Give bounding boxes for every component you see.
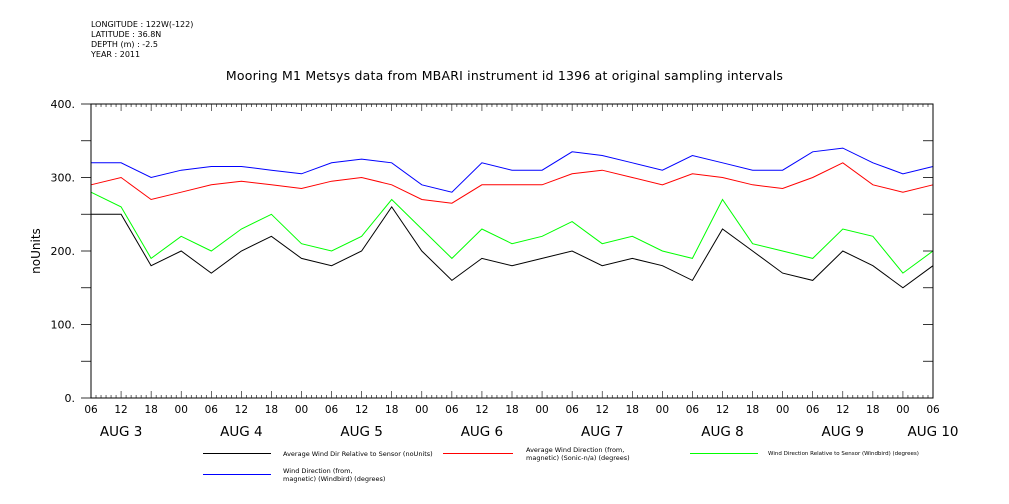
x-tick-label: 06 — [205, 404, 219, 416]
x-date-label: AUG 9 — [822, 424, 864, 440]
y-tick-label: 400. — [51, 98, 76, 111]
x-tick-label: 18 — [866, 404, 879, 416]
series-line-0 — [91, 206, 934, 289]
legend-swatch-black — [203, 453, 271, 454]
x-tick-label: 06 — [445, 404, 459, 416]
x-tick-label: 12 — [114, 404, 127, 416]
y-tick-label: 0. — [65, 392, 76, 405]
x-date-label: AUG 6 — [461, 424, 503, 440]
year-text: YEAR : 2011 — [91, 50, 141, 59]
legend-label-black: Average Wind Dir Relative to Sensor (noU… — [283, 450, 433, 458]
x-date-label: AUG 10 — [907, 424, 958, 440]
x-tick-label: 12 — [475, 404, 488, 416]
metadata-block: LONGITUDE : 122W(-122) LATITUDE : 36.8N … — [91, 20, 193, 60]
x-tick-label: 18 — [385, 404, 398, 416]
depth-text: DEPTH (m) : -2.5 — [91, 40, 158, 49]
x-tick-label: 00 — [656, 404, 669, 416]
legend-swatch-green — [690, 453, 758, 454]
x-tick-label: 18 — [144, 404, 157, 416]
x-date-label: AUG 7 — [581, 424, 623, 440]
series-line-2 — [90, 191, 934, 274]
x-tick-label: 00 — [896, 404, 909, 416]
x-tick-label: 06 — [325, 404, 339, 416]
x-tick-label: 00 — [295, 404, 308, 416]
legend-label-blue-1: Wind Direction (from, — [283, 467, 353, 475]
x-date-label: AUG 4 — [220, 424, 262, 440]
x-date-label: AUG 3 — [100, 424, 142, 440]
plot-frame — [90, 103, 934, 399]
y-tick-label: 300. — [51, 172, 76, 185]
y-tick-label: 100. — [51, 319, 76, 332]
x-tick-label: 06 — [806, 404, 820, 416]
x-tick-label: 12 — [716, 404, 729, 416]
x-tick-label: 06 — [565, 404, 579, 416]
legend-swatch-red — [443, 453, 513, 454]
y-tick-label: 200. — [51, 245, 76, 258]
x-tick-label: 12 — [235, 404, 248, 416]
legend-label-red-1: Average Wind Direction (from, — [526, 446, 625, 454]
x-tick-label: 12 — [355, 404, 368, 416]
x-tick-label: 06 — [926, 404, 940, 416]
latitude-text: LATITUDE : 36.8N — [91, 30, 162, 39]
x-tick-label: 00 — [415, 404, 428, 416]
x-tick-label: 18 — [626, 404, 639, 416]
x-tick-label: 18 — [265, 404, 278, 416]
x-tick-label: 00 — [535, 404, 548, 416]
legend-label-red-2: magnetic) (Sonic-n/a) (degrees) — [526, 454, 630, 462]
series-line-1 — [90, 162, 934, 204]
x-tick-label: 00 — [175, 404, 188, 416]
x-date-label: AUG 8 — [701, 424, 743, 440]
series-line-3 — [91, 147, 934, 193]
longitude-text: LONGITUDE : 122W(-122) — [91, 20, 194, 29]
x-tick-label: 06 — [686, 404, 700, 416]
x-tick-label: 00 — [776, 404, 789, 416]
x-date-label: AUG 5 — [340, 424, 382, 440]
y-axis-label: noUnits — [29, 228, 43, 274]
legend-label-blue-2: magnetic) (Windbird) (degrees) — [283, 475, 386, 483]
legend-label-green: Wind Direction Relative to Sensor (Windb… — [768, 451, 919, 457]
x-tick-label: 06 — [84, 404, 98, 416]
x-tick-label: 12 — [836, 404, 849, 416]
x-tick-label: 18 — [746, 404, 759, 416]
chart-title: Mooring M1 Metsys data from MBARI instru… — [225, 68, 784, 83]
legend-swatch-blue — [203, 474, 271, 475]
x-tick-label: 12 — [596, 404, 609, 416]
x-tick-label: 18 — [505, 404, 518, 416]
